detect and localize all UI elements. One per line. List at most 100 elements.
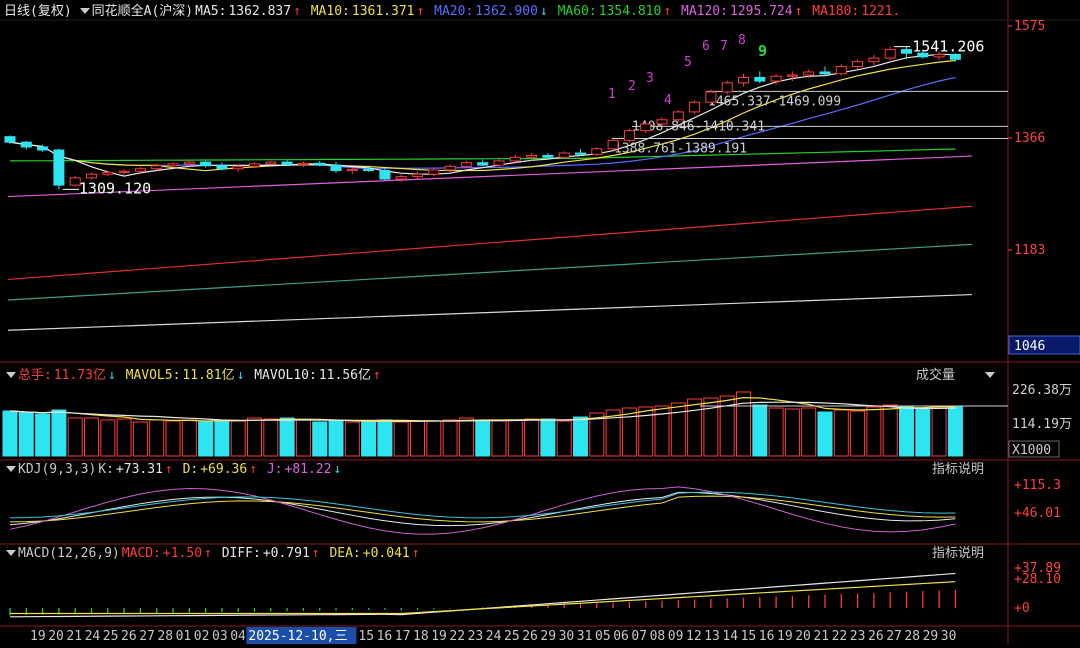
candle-body [346, 168, 358, 172]
volume-bar [263, 418, 279, 457]
ma60-label: MA60: [557, 4, 597, 19]
mavol5-arrow: ↓ [236, 368, 245, 383]
date-label: 21 [66, 629, 82, 644]
ma20-value: 1362.900 [475, 4, 538, 19]
candle [118, 169, 130, 175]
candle [949, 53, 961, 62]
kdj-d-line [9, 495, 956, 523]
candle-body [591, 148, 603, 155]
price-axis-label: 1366 [1014, 131, 1045, 146]
volume-bar [491, 420, 507, 457]
price-current-box [1008, 335, 1080, 355]
candle [134, 166, 146, 173]
period-dropdown-icon[interactable] [79, 7, 90, 14]
volume-menu-icon[interactable] [985, 371, 996, 378]
candle [868, 55, 880, 66]
volume-title-label: 成交量 [916, 368, 956, 383]
candle-body [232, 165, 244, 170]
period-title[interactable]: 日线(复权) [4, 4, 72, 19]
ma180-value: 1221. [861, 4, 901, 19]
macd-help-button[interactable]: 指标说明 [932, 546, 985, 561]
candle [428, 168, 440, 177]
candle-body [689, 101, 701, 113]
kdj-dropdown-icon[interactable] [6, 465, 16, 472]
volume-bar [850, 410, 866, 457]
candle [591, 146, 603, 157]
ma-teal-line [7, 243, 973, 301]
ma20-label: MA20: [434, 4, 474, 19]
diff-value: +0.791 [262, 546, 310, 561]
volume-bar [899, 405, 914, 457]
ma10-label: MA10: [310, 4, 350, 19]
volume-bar [67, 417, 83, 457]
candle-body [297, 162, 309, 166]
date-label: 12 [686, 629, 702, 644]
candle-body [933, 53, 945, 58]
candle-body [167, 163, 179, 167]
date-label: 31 [577, 629, 593, 644]
kdj-help-button[interactable]: 指标说明 [932, 462, 985, 477]
candle-body [493, 160, 505, 166]
candle [852, 59, 864, 69]
count-label: 1 [608, 87, 616, 102]
volume-bar [768, 407, 784, 457]
date-label: 06 [613, 629, 629, 644]
ma60-line [9, 148, 956, 162]
volume-bar [116, 418, 132, 457]
kdj-axis-label: +115.3 [1014, 478, 1061, 493]
dea-arrow: ↑ [411, 546, 420, 561]
macd-value: +1.50 [162, 546, 203, 561]
volume-bar [230, 420, 246, 457]
date-label: 22 [832, 629, 848, 644]
date-label: 15 [741, 629, 757, 644]
macd-dropdown-icon[interactable] [6, 549, 16, 556]
date-label: 20 [48, 629, 64, 644]
j-value: +81.22 [284, 462, 332, 477]
volume-bar [687, 398, 703, 457]
count-label: 2 [628, 79, 636, 94]
ma-long-line [7, 293, 973, 331]
candle [330, 162, 342, 173]
volume-bar [556, 420, 572, 457]
candle-body [444, 165, 456, 171]
volume-dropdown-icon[interactable] [6, 371, 16, 378]
candle [216, 162, 228, 171]
candle [281, 160, 293, 166]
stock-name[interactable]: 同花顺全A(沪深) [91, 4, 194, 19]
candle [819, 66, 831, 76]
price-axis-label: 1183 [1014, 243, 1045, 258]
candle [901, 46, 912, 60]
date-label: 19 [30, 629, 46, 644]
high-label: 1541.206 [912, 38, 984, 56]
candle-body [20, 141, 32, 148]
kdj-axis-label: +46.01 [1014, 506, 1061, 521]
candle-body [738, 76, 749, 84]
date-label: 13 [704, 629, 720, 644]
candle [314, 160, 326, 167]
volume-bar [784, 408, 800, 457]
k-value: +73.31 [115, 462, 163, 477]
ma5-value: 1362.837 [228, 4, 292, 19]
date-label: 25 [103, 629, 119, 644]
candle [689, 100, 701, 115]
volume-bar [605, 409, 621, 457]
volume-bar [573, 416, 588, 457]
candle [151, 163, 163, 171]
candle [917, 51, 929, 59]
volume-title[interactable]: 成交量 [916, 366, 997, 386]
k-label: K: [98, 462, 114, 477]
candle-body [183, 161, 195, 165]
candle-body [786, 74, 798, 77]
count-label: 4 [664, 93, 672, 108]
date-label: 01 [176, 629, 192, 644]
candle-body [281, 161, 293, 166]
ma120-arrow: ↑ [794, 4, 803, 19]
volume-bar [866, 406, 882, 457]
volume-bar [214, 419, 230, 457]
candle-body [884, 49, 896, 59]
candle-body [37, 146, 49, 151]
date-cursor-box [246, 627, 357, 644]
date-label: 27 [139, 629, 155, 644]
volume-bar [670, 402, 686, 457]
